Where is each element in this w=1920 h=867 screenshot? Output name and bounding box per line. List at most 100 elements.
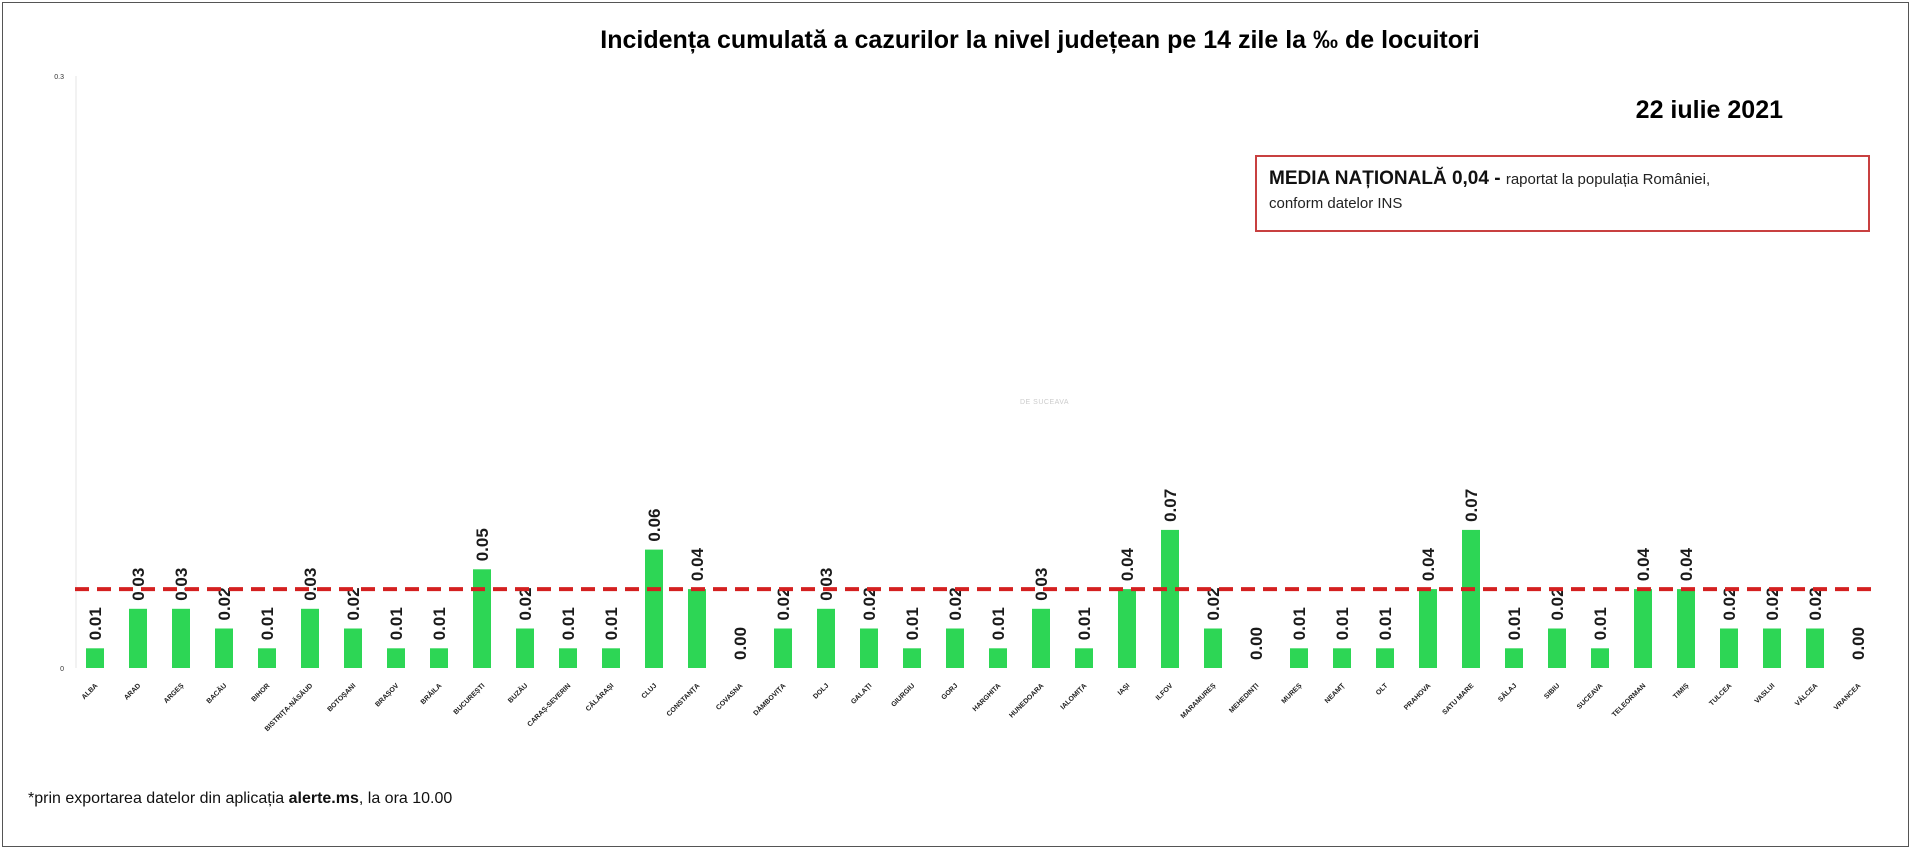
bar-satu-mare: [1462, 529, 1480, 668]
bar-brăila: [430, 648, 448, 668]
category-label: BISTRIȚA-NĂSĂUD: [262, 681, 314, 733]
bar-harghita: [989, 648, 1007, 668]
category-label: SĂLAJ: [1496, 681, 1519, 704]
footnote: *prin exportarea datelor din aplicația a…: [28, 790, 452, 808]
bar-vaslui: [1763, 628, 1781, 668]
value-label: 0.00: [1247, 627, 1266, 660]
value-label: 0.01: [1376, 607, 1395, 640]
value-label: 0.02: [516, 587, 535, 620]
value-label: 0.01: [903, 607, 922, 640]
value-label: 0.01: [1591, 607, 1610, 640]
category-label: MUREȘ: [1281, 682, 1304, 705]
category-label: VRANCEA: [1833, 682, 1862, 711]
category-label: ALBA: [81, 682, 100, 701]
bar-constanța: [688, 589, 706, 668]
legend-strong-text: MEDIA NAȚIONALĂ 0,04 -: [1269, 168, 1506, 189]
bar-dâmbovița: [774, 628, 792, 668]
value-label: 0.02: [1763, 587, 1782, 620]
category-label: PRAHOVA: [1403, 682, 1432, 711]
value-label: 0.02: [344, 587, 363, 620]
value-label: 0.04: [688, 547, 707, 581]
chart-date: 22 iulie 2021: [1636, 96, 1783, 124]
value-label-group: 0.01 0.03 0.03 0.02 0.01 0.03 0.02 0.01 0.01 0.05…: [86, 489, 1868, 660]
chart-frame: [2, 2, 1909, 847]
value-label: 0.03: [129, 568, 148, 601]
value-label: 0.01: [258, 607, 277, 640]
value-label: 0.04: [1677, 547, 1696, 581]
value-label: 0.01: [989, 607, 1008, 640]
category-label: ILFOV: [1155, 682, 1175, 702]
bar-arad: [129, 608, 147, 668]
value-label: 0.01: [1290, 607, 1309, 640]
category-label: HUNEDOARA: [1008, 682, 1045, 719]
bar-neamț: [1333, 648, 1351, 668]
legend-rest-text: raportat la populația României,: [1505, 171, 1711, 188]
category-label: IAȘI: [1117, 682, 1132, 697]
category-label: BACĂU: [204, 681, 228, 705]
bar-timiș: [1677, 589, 1695, 668]
value-label: 0.07: [1462, 489, 1481, 522]
value-label: 0.01: [602, 607, 621, 640]
bar-tulcea: [1720, 628, 1738, 668]
bar-sibiu: [1548, 628, 1566, 668]
bar-alba: [86, 648, 104, 668]
category-label: ARGEȘ: [163, 682, 186, 705]
y-tick-label-bottom: 0: [60, 666, 64, 673]
value-label: 0.02: [946, 587, 965, 620]
category-label: BRAȘOV: [374, 682, 400, 708]
category-label: CONSTANȚA: [666, 682, 702, 718]
category-label: TULCEA: [1708, 682, 1733, 707]
category-label: CĂLĂRAȘI: [583, 681, 615, 713]
category-label: BUCUREȘTI: [453, 682, 487, 716]
footnote-prefix: *prin exportarea datelor din aplicația: [28, 790, 289, 807]
bar-ialomița: [1075, 648, 1093, 668]
bar-bihor: [258, 648, 276, 668]
category-label: DOLJ: [812, 682, 830, 700]
value-label: 0.04: [1634, 547, 1653, 581]
value-label: 0.02: [1204, 587, 1223, 620]
category-label: GALAȚI: [850, 682, 873, 705]
value-label: 0.01: [387, 607, 406, 640]
bar-sălaj: [1505, 648, 1523, 668]
bar-călărași: [602, 648, 620, 668]
value-label: 0.02: [860, 587, 879, 620]
value-label: 0.04: [1118, 547, 1137, 581]
value-label: 0.00: [1849, 627, 1868, 660]
category-label: BOTOȘANI: [326, 682, 357, 713]
value-label: 0.06: [645, 509, 664, 542]
category-label: SUCEAVA: [1576, 682, 1604, 710]
bar-mureș: [1290, 648, 1308, 668]
bar-argeș: [172, 608, 190, 668]
bar-iași: [1118, 589, 1136, 668]
category-label: TELEORMAN: [1611, 682, 1647, 718]
bar-group: [86, 529, 1824, 668]
value-label: 0.03: [1032, 568, 1051, 601]
bar-prahova: [1419, 589, 1437, 668]
value-label: 0.07: [1161, 489, 1180, 522]
value-label: 0.04: [1419, 547, 1438, 581]
value-label: 0.01: [559, 607, 578, 640]
value-label: 0.02: [1720, 587, 1739, 620]
bar-vâlcea: [1806, 628, 1824, 668]
category-label: HARGHITA: [972, 682, 1003, 713]
value-label: 0.02: [1806, 587, 1825, 620]
category-label: TIMIȘ: [1672, 682, 1690, 700]
category-label: GORJ: [940, 682, 959, 701]
watermark-text: DE SUCEAVA: [1020, 399, 1070, 406]
value-label: 0.00: [731, 627, 750, 660]
value-label: 0.01: [430, 607, 449, 640]
category-label: COVASNA: [715, 682, 744, 711]
value-label: 0.01: [1333, 607, 1352, 640]
bar-giurgiu: [903, 648, 921, 668]
bar-suceava: [1591, 648, 1609, 668]
bar-olt: [1376, 648, 1394, 668]
bar-maramureș: [1204, 628, 1222, 668]
value-label: 0.03: [172, 568, 191, 601]
bar-hunedoara: [1032, 608, 1050, 668]
category-label: MEHEDINȚI: [1228, 682, 1260, 714]
bar-ilfov: [1161, 529, 1179, 668]
category-label: CLUJ: [641, 682, 659, 700]
category-label: BRĂILA: [418, 681, 443, 706]
